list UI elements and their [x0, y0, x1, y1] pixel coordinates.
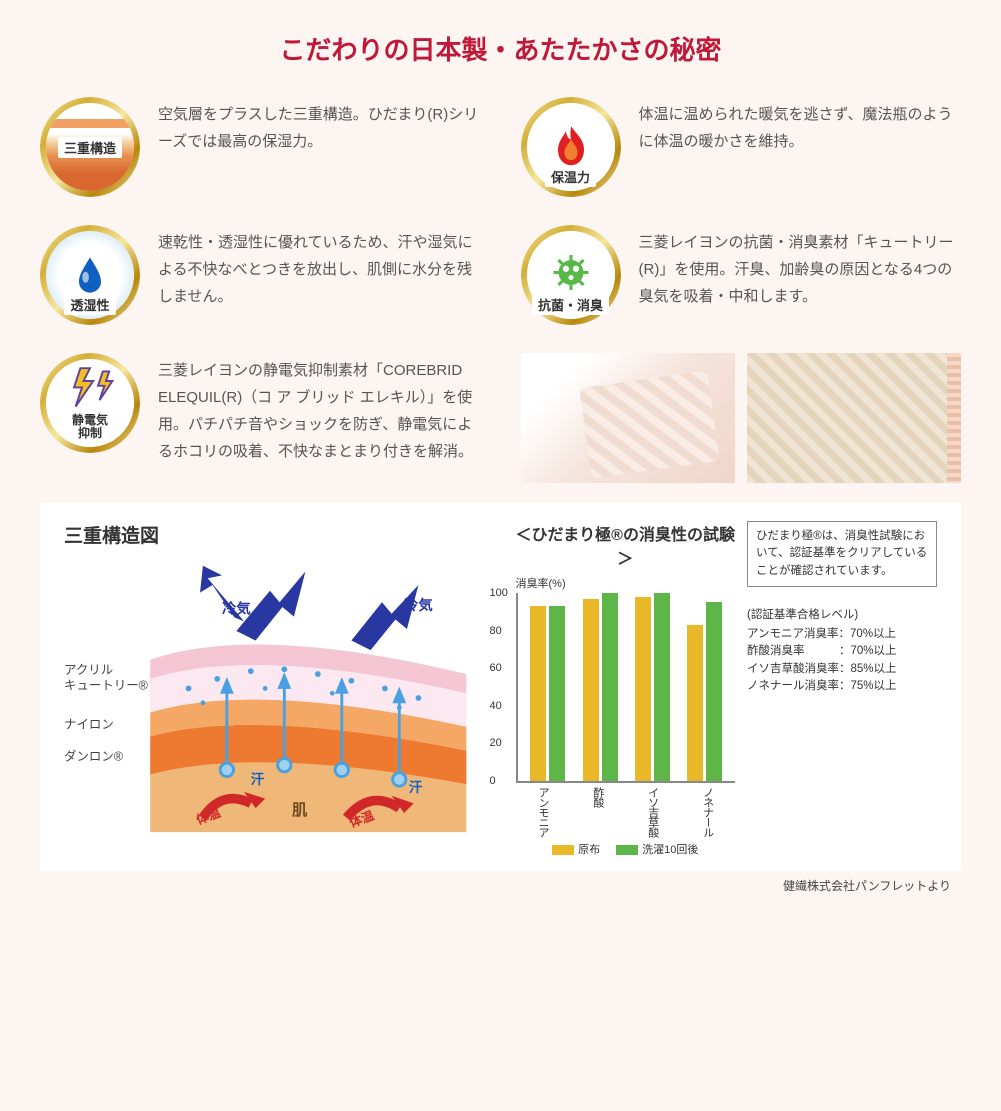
germ-icon [546, 250, 596, 300]
badge-label: 保温力 [545, 166, 596, 187]
legend-item: 原布 [552, 841, 600, 857]
x-label: 酢酸 [590, 787, 606, 837]
bar [549, 606, 565, 781]
features-grid: 三重構造 空気層をプラスした三重構造。ひだまり(R)シリーズでは最高の保湿力。 … [40, 97, 961, 483]
svg-text:汗: 汗 [409, 779, 423, 795]
badge-label: 三重構造 [58, 137, 122, 158]
svg-text:冷気: 冷気 [404, 596, 433, 614]
page-title: こだわりの日本製・あたたかさの秘密 [40, 30, 961, 67]
feature-moisture: 透湿性 速乾性・透湿性に優れているため、汗や湿気による不快なべとつきを放出し、肌… [40, 225, 481, 325]
badge-antibac: 抗菌・消臭 [521, 225, 621, 325]
footnote: 健繊株式会社パンフレットより [40, 877, 961, 894]
svg-text:キュートリー®: キュートリー® [64, 678, 148, 692]
chart-title: ＜ひだまり極®の消臭性の試験＞ [516, 521, 736, 569]
bar [583, 599, 599, 781]
bar [530, 606, 546, 781]
feature-triple: 三重構造 空気層をプラスした三重構造。ひだまり(R)シリーズでは最高の保湿力。 [40, 97, 481, 197]
badge-label: 抗菌・消臭 [532, 294, 609, 315]
bar-chart: 020406080100 [516, 593, 736, 783]
bar [654, 593, 670, 781]
bar [687, 625, 703, 781]
fabric-photo-left [521, 353, 735, 483]
criteria-list: アンモニア消臭率：70%以上酢酸消臭率 ：70%以上イソ吉草酸消臭率：85%以上… [747, 626, 937, 695]
feature-static: 静電気 抑制 三菱レイヨンの静電気抑制素材「COREBRID ELEQUIL(R… [40, 353, 481, 483]
feature-text: 空気層をプラスした三重構造。ひだまり(R)シリーズでは最高の保湿力。 [158, 97, 481, 155]
diagram-title: 三重構造図 [64, 521, 486, 548]
structure-diagram-panel: 三重構造図 [64, 521, 486, 857]
feature-text: 三菱レイヨンの抗菌・消臭素材「キュートリー (R)」を使用。汗臭、加齢臭の原因と… [639, 225, 962, 310]
badge-moisture: 透湿性 [40, 225, 140, 325]
fabric-photos [521, 353, 962, 483]
chart-panel: ＜ひだまり極®の消臭性の試験＞ 消臭率(%) 020406080100 アンモニ… [516, 521, 938, 857]
badge-static: 静電気 抑制 [40, 353, 140, 453]
x-label: アンモニア [535, 787, 551, 837]
svg-text:汗: 汗 [251, 771, 265, 787]
svg-text:ダンロン®: ダンロン® [64, 748, 123, 763]
bar [706, 602, 722, 781]
feature-text: 三菱レイヨンの静電気抑制素材「COREBRID ELEQUIL(R)（コ ア ブ… [158, 353, 481, 465]
fabric-photo-right [747, 353, 961, 483]
svg-text:アクリル: アクリル [64, 663, 113, 677]
bar [602, 593, 618, 781]
structure-diagram: 冷気 冷気 汗 汗 肌 体温 体温 アクリル キュートリー® ナイロン ダンロン… [64, 558, 486, 838]
criteria-item: ノネナール消臭率：75%以上 [747, 678, 937, 695]
feature-text: 体温に温められた暖気を逃さず、魔法瓶のように体温の暖かさを維持。 [639, 97, 962, 155]
x-label: イソ吉草酸 [645, 787, 661, 837]
drop-icon [68, 253, 112, 297]
svg-text:冷気: 冷気 [222, 600, 251, 618]
criteria-title: (認証基準合格レベル) [747, 607, 937, 624]
feature-text: 速乾性・透湿性に優れているため、汗や湿気による不快なべとつきを放出し、肌側に水分… [158, 225, 481, 310]
chart-ylabel: 消臭率(%) [516, 575, 736, 591]
feature-antibac: 抗菌・消臭 三菱レイヨンの抗菌・消臭素材「キュートリー (R)」を使用。汗臭、加… [521, 225, 962, 325]
feature-heat: 保温力 体温に温められた暖気を逃さず、魔法瓶のように体温の暖かさを維持。 [521, 97, 962, 197]
badge-heat: 保温力 [521, 97, 621, 197]
badge-triple: 三重構造 [40, 97, 140, 197]
badge-label: 静電気 抑制 [66, 413, 114, 441]
bar [635, 597, 651, 781]
chart-note: ひだまり極®は、消臭性試験において、認証基準をクリアしていることが確認されていま… [747, 521, 937, 587]
bottom-panels: 三重構造図 [40, 503, 961, 871]
svg-text:肌: 肌 [292, 802, 308, 819]
legend-item: 洗濯10回後 [616, 841, 698, 857]
svg-text:ナイロン: ナイロン [64, 718, 114, 732]
criteria-item: 酢酸消臭率 ：70%以上 [747, 643, 937, 660]
chart-legend: 原布洗濯10回後 [516, 841, 736, 857]
x-label: ノネナール [700, 787, 716, 837]
criteria-item: アンモニア消臭率：70%以上 [747, 626, 937, 643]
badge-label: 透湿性 [64, 294, 115, 315]
criteria-item: イソ吉草酸消臭率：85%以上 [747, 661, 937, 678]
